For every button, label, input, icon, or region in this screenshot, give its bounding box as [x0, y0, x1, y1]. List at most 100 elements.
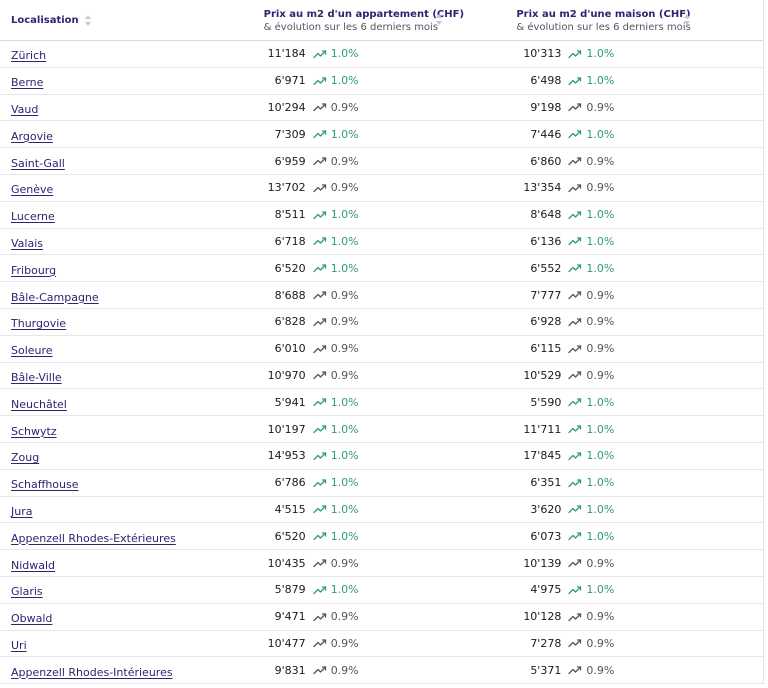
location-link[interactable]: Uri — [11, 638, 27, 652]
location-link[interactable]: Fribourg — [11, 263, 57, 277]
apartment-price: 6'959 — [274, 154, 306, 168]
house-trend-value: 1.0% — [586, 502, 615, 516]
trend-up-icon — [568, 425, 582, 434]
house-trend-value: 1.0% — [586, 234, 615, 248]
location-link[interactable]: Neuchâtel — [11, 397, 67, 411]
trend-up-icon — [313, 505, 326, 514]
house-trend-value: 0.9% — [586, 636, 615, 650]
apartment-price: 7'309 — [274, 127, 306, 141]
apartment-price: 9'471 — [274, 610, 306, 624]
column-header-location[interactable]: Localisation — [0, 0, 250, 40]
house-price: 11'711 — [523, 422, 562, 436]
apartment-price-cell: 14'953 1.0% — [250, 449, 503, 462]
apartment-trend: 0.9% — [313, 181, 359, 194]
apartment-trend-value: 1.0% — [330, 529, 359, 543]
house-price: 6'860 — [530, 154, 562, 168]
location-link[interactable]: Appenzell Rhodes-Intérieures — [11, 665, 173, 679]
column-header-house[interactable]: Prix au m2 d'une maison (CHF) & évolutio… — [502, 0, 763, 40]
trend-up-icon — [313, 371, 326, 380]
location-cell: Glaris — [0, 580, 250, 599]
house-price: 6'351 — [530, 476, 562, 490]
trend-up-icon — [568, 532, 582, 541]
location-link[interactable]: Genève — [11, 183, 54, 197]
table-row: Vaud 10'294 0.9% 9'198 0.9% — [0, 95, 763, 122]
house-trend: 1.0% — [568, 128, 614, 141]
house-price-cell: 5'590 1.0% — [502, 396, 763, 409]
location-link[interactable]: Schwytz — [11, 424, 57, 438]
house-price: 5'371 — [530, 663, 562, 677]
table-row: Lucerne 8'511 1.0% 8'648 1.0% — [0, 202, 763, 229]
column-header-apartment[interactable]: Prix au m2 d'un appartement (CHF) & évol… — [250, 0, 503, 40]
house-trend: 0.9% — [568, 342, 614, 355]
location-link[interactable]: Bâle-Campagne — [11, 290, 99, 304]
house-price-cell: 6'136 1.0% — [502, 235, 763, 248]
location-link[interactable]: Nidwald — [11, 558, 56, 572]
location-link[interactable]: Glaris — [11, 585, 43, 599]
location-link[interactable]: Lucerne — [11, 210, 55, 224]
house-trend-value: 1.0% — [586, 74, 615, 88]
table-body: Zürich 11'184 1.0% 10'313 1.0% Berne 6'971 1.0%… — [0, 41, 763, 685]
trend-up-icon — [568, 157, 582, 166]
table-row: Thurgovie 6'828 0.9% 6'928 0.9% — [0, 309, 763, 336]
location-link[interactable]: Thurgovie — [11, 317, 67, 331]
column-header-house-subtitle: & évolution sur les 6 derniers mois — [516, 22, 691, 33]
house-price: 6'928 — [530, 315, 562, 329]
apartment-trend-value: 1.0% — [330, 476, 359, 490]
location-link[interactable]: Bâle-Ville — [11, 370, 62, 384]
trend-up-icon — [568, 639, 582, 648]
apartment-trend-value: 0.9% — [330, 181, 359, 195]
apartment-trend-value: 1.0% — [330, 583, 359, 597]
house-price: 10'139 — [523, 556, 562, 570]
location-cell: Neuchâtel — [0, 393, 250, 412]
location-cell: Jura — [0, 500, 250, 519]
apartment-trend-value: 0.9% — [330, 610, 359, 624]
trend-up-icon — [313, 666, 326, 675]
trend-up-icon — [568, 130, 582, 139]
location-link[interactable]: Vaud — [11, 102, 39, 116]
sort-icon[interactable] — [84, 14, 92, 26]
apartment-price-cell: 6'786 1.0% — [250, 476, 503, 489]
apartment-trend: 0.9% — [313, 342, 359, 355]
location-cell: Valais — [0, 232, 250, 251]
house-price-cell: 7'278 0.9% — [502, 637, 763, 650]
apartment-trend-value: 1.0% — [330, 234, 359, 248]
trend-up-icon — [313, 559, 326, 568]
house-price: 9'198 — [530, 100, 562, 114]
table-row: Schaffhouse 6'786 1.0% 6'351 1.0% — [0, 470, 763, 497]
apartment-price-cell: 8'688 0.9% — [250, 289, 503, 302]
location-link[interactable]: Obwald — [11, 612, 53, 626]
house-price: 17'845 — [523, 449, 562, 463]
apartment-price-cell: 6'959 0.9% — [250, 155, 503, 168]
table-row: Zoug 14'953 1.0% 17'845 1.0% — [0, 443, 763, 470]
location-link[interactable]: Berne — [11, 76, 44, 90]
house-price: 7'446 — [530, 127, 562, 141]
location-link[interactable]: Valais — [11, 236, 43, 250]
location-link[interactable]: Soleure — [11, 344, 53, 358]
location-link[interactable]: Zürich — [11, 49, 47, 63]
apartment-trend: 0.9% — [313, 637, 359, 650]
location-cell: Nidwald — [0, 554, 250, 573]
house-trend: 0.9% — [568, 181, 614, 194]
sort-icon[interactable] — [435, 14, 443, 25]
apartment-trend-value: 0.9% — [330, 368, 359, 382]
apartment-price: 8'688 — [274, 288, 306, 302]
table-row: Uri 10'477 0.9% 7'278 0.9% — [0, 631, 763, 658]
location-link[interactable]: Argovie — [11, 129, 53, 143]
house-trend-value: 1.0% — [586, 583, 615, 597]
sort-icon[interactable] — [684, 14, 691, 25]
apartment-trend: 1.0% — [313, 262, 359, 275]
location-link[interactable]: Appenzell Rhodes-Extérieures — [11, 531, 176, 545]
apartment-trend: 1.0% — [313, 396, 359, 409]
location-cell: Uri — [0, 634, 250, 653]
location-link[interactable]: Saint-Gall — [11, 156, 65, 170]
apartment-trend-value: 0.9% — [330, 288, 359, 302]
location-link[interactable]: Zoug — [11, 451, 40, 465]
column-header-house-title: Prix au m2 d'une maison (CHF) — [516, 9, 691, 20]
column-header-apartment-subtitle: & évolution sur les 6 derniers mois — [263, 22, 439, 33]
house-price-cell: 6'498 1.0% — [502, 74, 763, 87]
location-cell: Schwytz — [0, 420, 250, 439]
location-link[interactable]: Jura — [11, 504, 33, 518]
location-link[interactable]: Schaffhouse — [11, 478, 79, 492]
apartment-trend-value: 1.0% — [330, 74, 359, 88]
